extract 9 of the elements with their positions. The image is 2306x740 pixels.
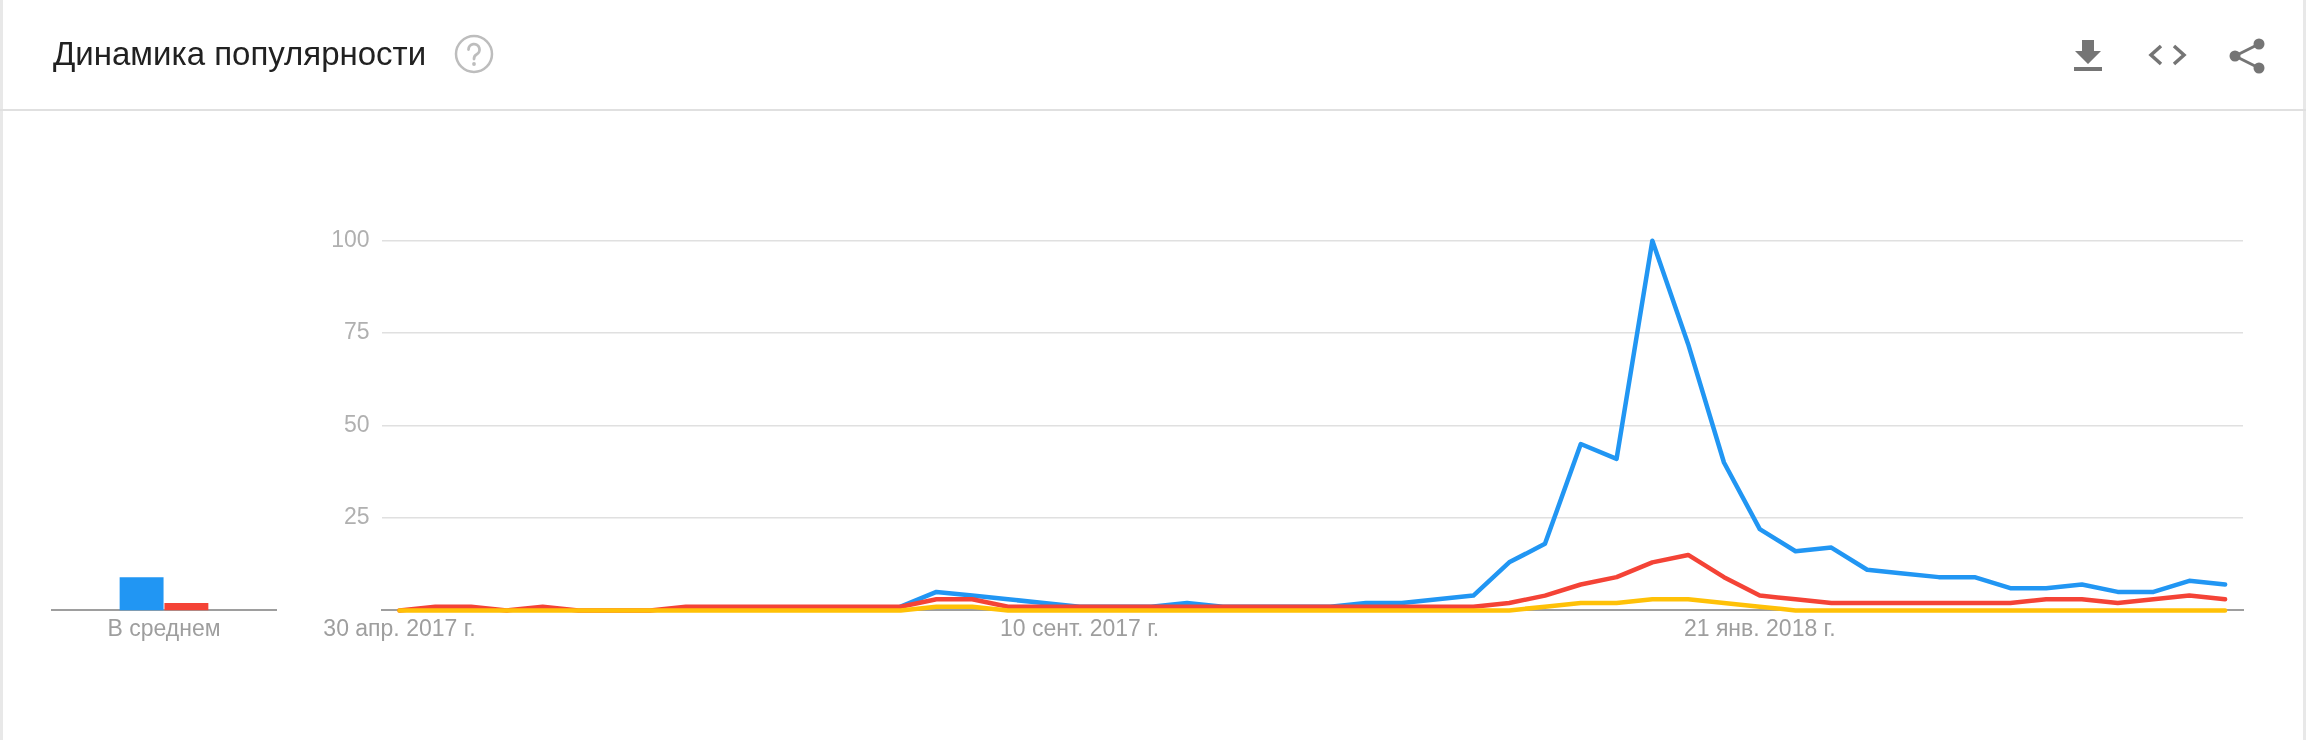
y-tick-label: 50: [344, 410, 370, 437]
x-tick-label: 30 апр. 2017 г.: [323, 614, 476, 641]
x-tick-label: В среднем: [107, 614, 221, 641]
y-tick-label: 25: [344, 503, 370, 530]
y-tick-label: 75: [344, 318, 370, 345]
x-tick-label: 10 сент. 2017 г.: [999, 614, 1160, 641]
chart-title: Динамика популярности: [53, 35, 427, 73]
x-tick-label: 21 янв. 2018 г.: [1683, 614, 1836, 641]
y-tick-label: 100: [331, 226, 370, 253]
